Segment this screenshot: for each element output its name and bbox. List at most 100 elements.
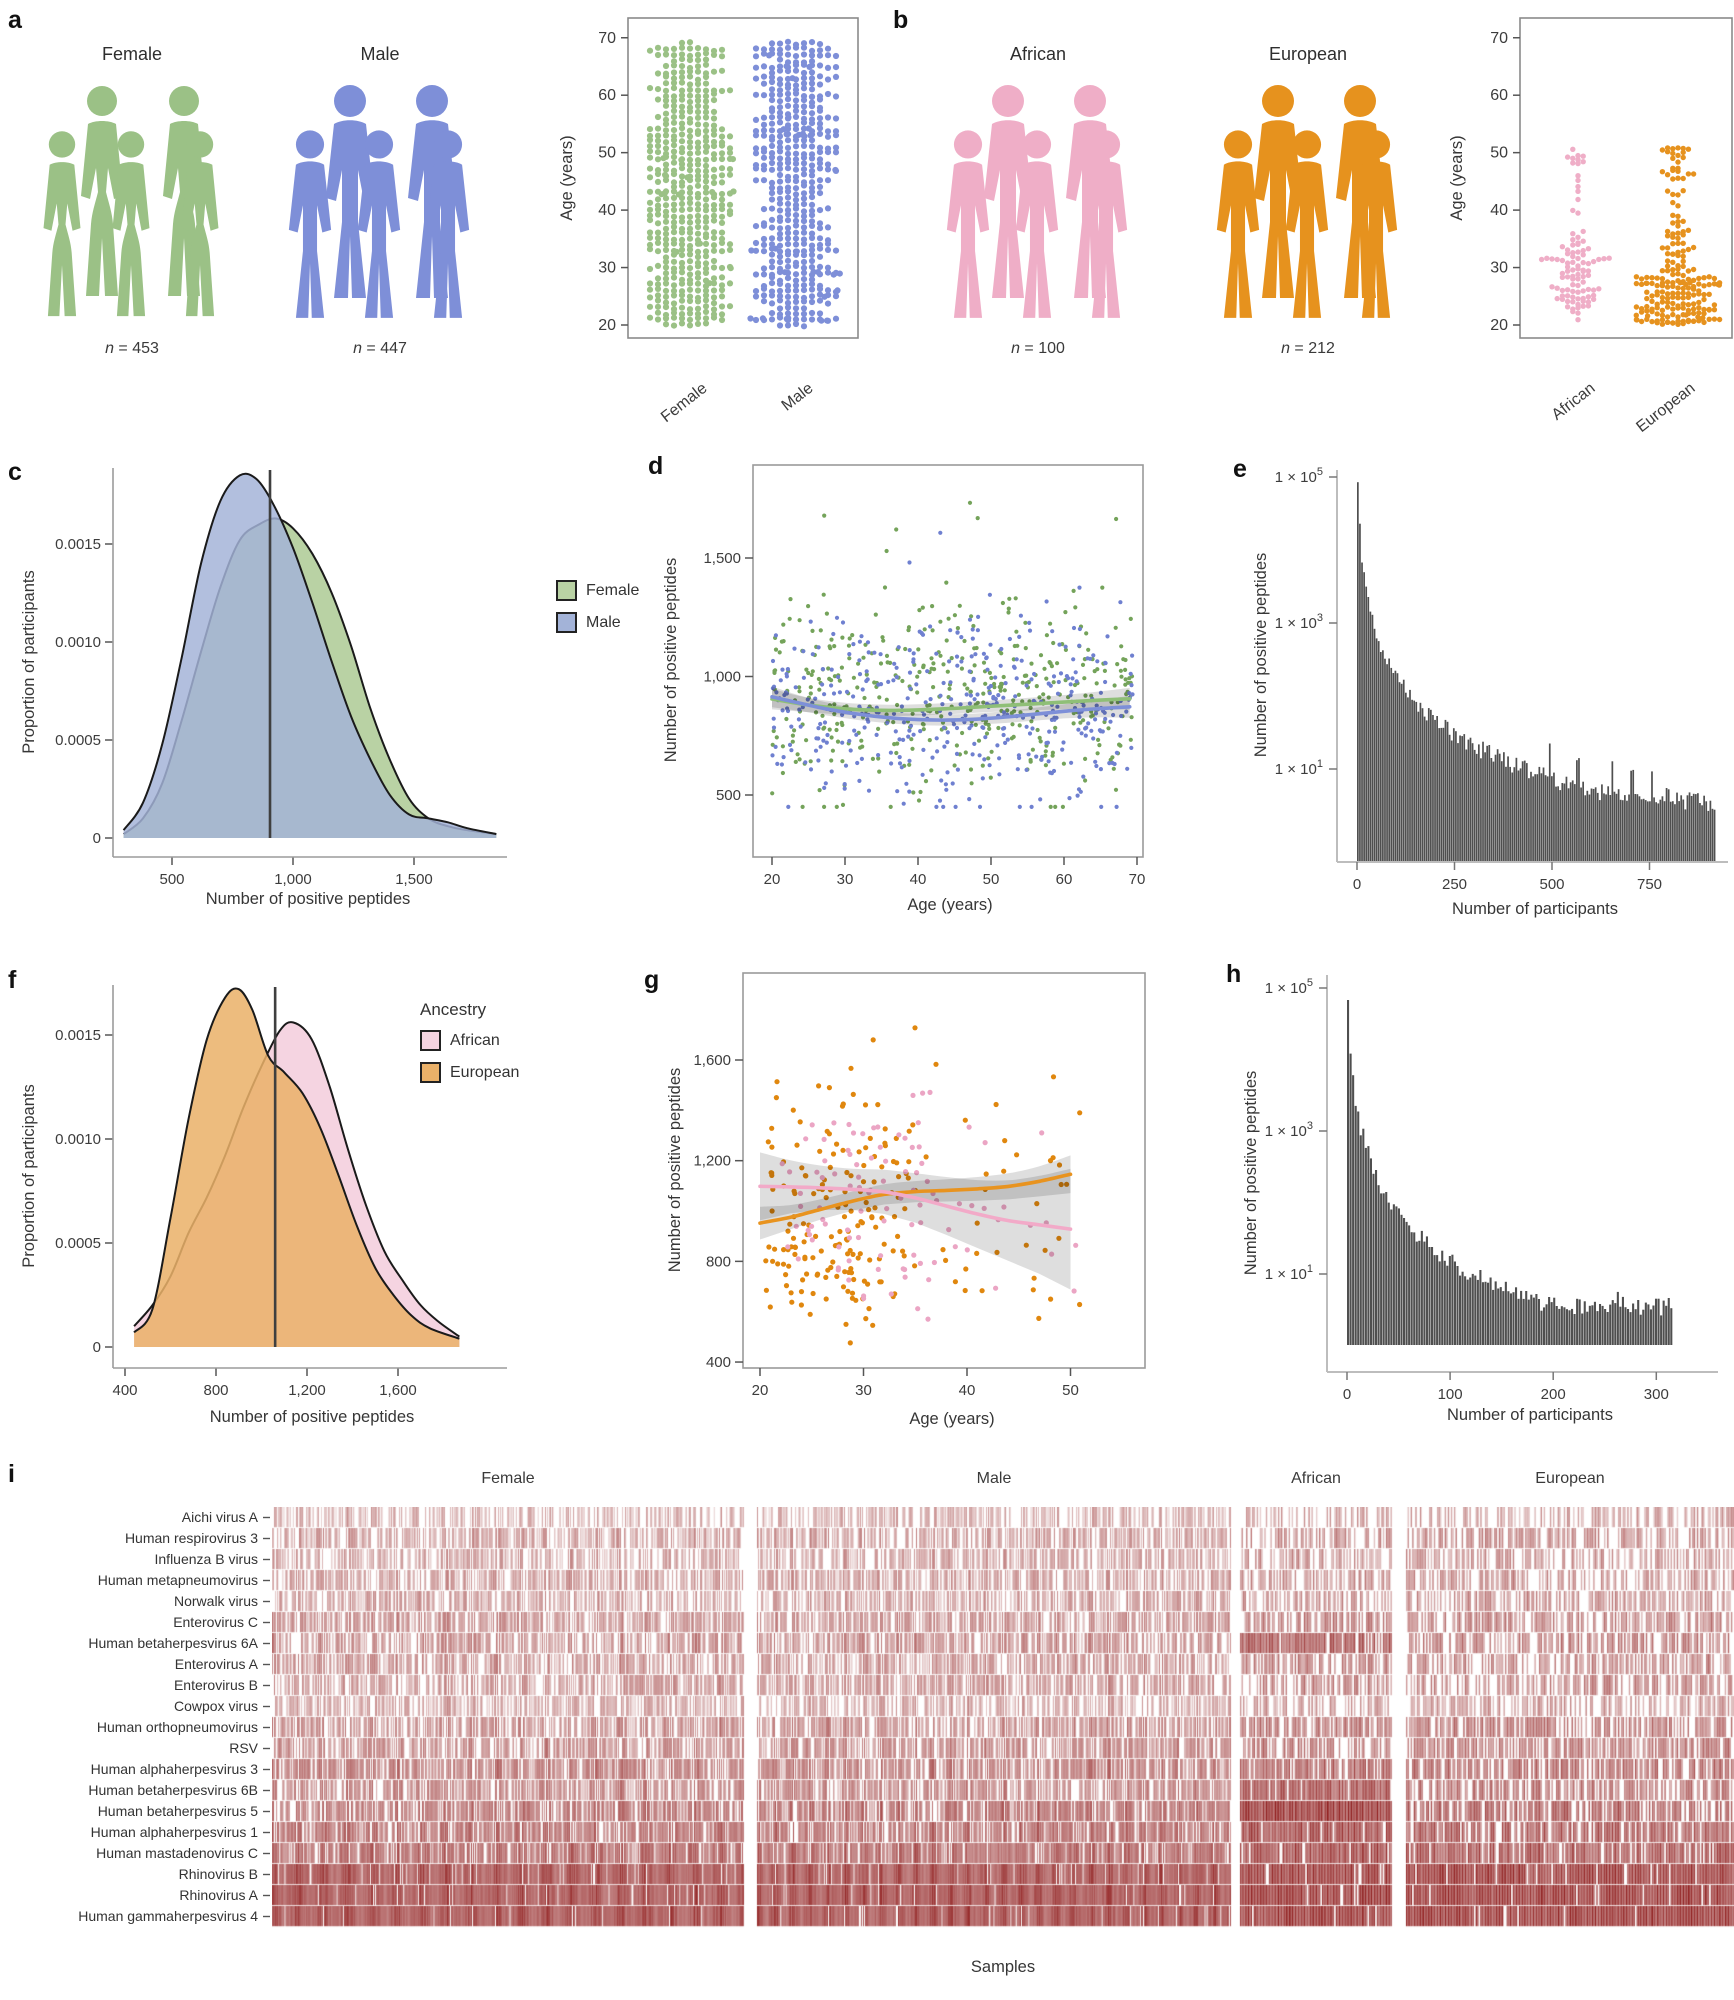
svg-text:20: 20: [1490, 317, 1508, 334]
svg-text:20: 20: [598, 317, 616, 334]
group-title-african: African: [1009, 44, 1067, 64]
swarm-cat-label-female: Female: [658, 380, 711, 426]
heatmap-row-label: Human metapneumovirus: [97, 1572, 258, 1588]
f-legend-item-european: European: [420, 1062, 519, 1083]
svg-text:40: 40: [598, 202, 616, 219]
c-legend: Female Male: [556, 580, 639, 644]
c-ylabel: Proportion of participants: [20, 570, 38, 754]
g-xlabel: Age (years): [909, 1410, 995, 1428]
n-label-african: n = 100: [1011, 340, 1065, 357]
n-label-male: n = 447: [353, 340, 407, 357]
heatmap-row-label: Aichi virus A: [181, 1509, 258, 1525]
svg-text:1,500: 1,500: [395, 871, 433, 888]
heatmap-header-female: Female: [481, 1470, 535, 1487]
d-xlabel: Age (years): [907, 896, 993, 914]
heatmap-row-label: Rhinovirus A: [179, 1887, 258, 1903]
svg-text:50: 50: [983, 871, 1000, 888]
svg-text:20: 20: [752, 1382, 769, 1399]
svg-text:60: 60: [1056, 871, 1073, 888]
e-xlabel: Number of participants: [1452, 900, 1618, 918]
svg-text:60: 60: [1490, 87, 1508, 104]
european-swatch: [420, 1062, 441, 1083]
svg-text:50: 50: [1490, 145, 1508, 162]
person-silhouette-male: [288, 130, 332, 318]
heatmap-row-label: Enterovirus C: [173, 1614, 258, 1630]
panel-letter-a: a: [8, 6, 22, 34]
panel-letter-f: f: [8, 966, 17, 994]
heatmap-row-label: Human respirovirus 3: [124, 1530, 258, 1546]
g-ylabel: Number of positive peptides: [666, 1067, 684, 1273]
svg-text:50: 50: [1062, 1382, 1079, 1399]
african-swatch: [420, 1030, 441, 1051]
panel-letter-e: e: [1233, 455, 1247, 483]
svg-text:800: 800: [706, 1253, 731, 1270]
svg-text:1,600: 1,600: [379, 1382, 417, 1399]
heatmap-row-label: Human betaherpesvirus 5: [97, 1803, 258, 1819]
n-label-european: n = 212: [1281, 340, 1335, 357]
svg-text:0: 0: [1343, 1386, 1351, 1403]
group-title-female: Female: [101, 44, 163, 64]
person-silhouette-european: [1216, 130, 1260, 318]
panel-letter-b: b: [893, 6, 909, 34]
heatmap-xlabel: Samples: [970, 1958, 1036, 1976]
panel-letter-c: c: [8, 458, 22, 486]
svg-text:30: 30: [855, 1382, 872, 1399]
svg-text:0.0015: 0.0015: [55, 1027, 101, 1044]
svg-text:1,000: 1,000: [703, 669, 741, 686]
e-ylabel: Number of positive peptides: [1252, 552, 1270, 758]
heatmap-row-label: Human alphaherpesvirus 3: [90, 1761, 258, 1777]
heatmap-row-label: Human orthopneumovirus: [96, 1719, 258, 1735]
svg-text:40: 40: [910, 871, 927, 888]
virus-heatmap-canvas: [272, 1507, 1734, 1928]
panel-letter-h: h: [1226, 960, 1242, 988]
panel-letter-d: d: [648, 452, 664, 480]
heatmap-row-label: Enterovirus A: [174, 1656, 258, 1672]
svg-text:1,500: 1,500: [703, 550, 741, 567]
heatmap-row-label: Norwalk virus: [173, 1593, 258, 1609]
log-tick-label: 1 × 101: [1275, 758, 1323, 778]
log-tick-label: 1 × 103: [1265, 1120, 1313, 1140]
svg-text:1,000: 1,000: [274, 871, 312, 888]
heatmap-row-label: Human gammaherpesvirus 4: [78, 1908, 258, 1924]
svg-text:70: 70: [598, 30, 616, 47]
f-xlabel: Number of positive peptides: [209, 1408, 415, 1426]
group-title-european: European: [1268, 44, 1348, 64]
svg-text:30: 30: [837, 871, 854, 888]
female-swatch: [556, 580, 577, 601]
svg-text:300: 300: [1644, 1386, 1669, 1403]
svg-text:20: 20: [764, 871, 781, 888]
f-legend: Ancestry African European: [420, 1000, 519, 1094]
b-swarm-ylabel: Age (years): [1448, 135, 1466, 221]
svg-text:200: 200: [1541, 1386, 1566, 1403]
heatmap-row-label: Human mastadenovirus C: [96, 1845, 258, 1861]
panel-letter-i: i: [8, 1460, 15, 1488]
svg-text:30: 30: [1490, 260, 1508, 277]
svg-text:500: 500: [716, 787, 741, 804]
d-ylabel: Number of positive peptides: [662, 557, 680, 763]
heatmap-row-label: Enterovirus B: [173, 1677, 258, 1693]
svg-text:0.0010: 0.0010: [55, 1131, 101, 1148]
heatmap-header-male: Male: [976, 1470, 1012, 1487]
svg-text:70: 70: [1490, 30, 1508, 47]
svg-text:0: 0: [93, 830, 101, 847]
c-xlabel: Number of positive peptides: [205, 890, 411, 908]
c-legend-item-male: Male: [556, 612, 639, 633]
svg-text:50: 50: [598, 145, 616, 162]
n-label-female: n = 453: [105, 340, 159, 357]
h-xlabel: Number of participants: [1447, 1406, 1613, 1424]
swarm-cat-label-european: European: [1633, 380, 1698, 436]
swarm-cat-label-male: Male: [779, 380, 817, 415]
svg-text:400: 400: [706, 1354, 731, 1371]
heatmap-row-label: Influenza B virus: [154, 1551, 259, 1567]
male-swatch: [556, 612, 577, 633]
svg-text:0.0005: 0.0005: [55, 732, 101, 749]
svg-text:1,200: 1,200: [693, 1153, 731, 1170]
svg-text:1,200: 1,200: [288, 1382, 326, 1399]
svg-text:800: 800: [203, 1382, 228, 1399]
svg-text:500: 500: [159, 871, 184, 888]
svg-text:60: 60: [598, 87, 616, 104]
heatmap-row-label: Human betaherpesvirus 6A: [88, 1635, 258, 1651]
f-ylabel: Proportion of participants: [20, 1084, 38, 1268]
